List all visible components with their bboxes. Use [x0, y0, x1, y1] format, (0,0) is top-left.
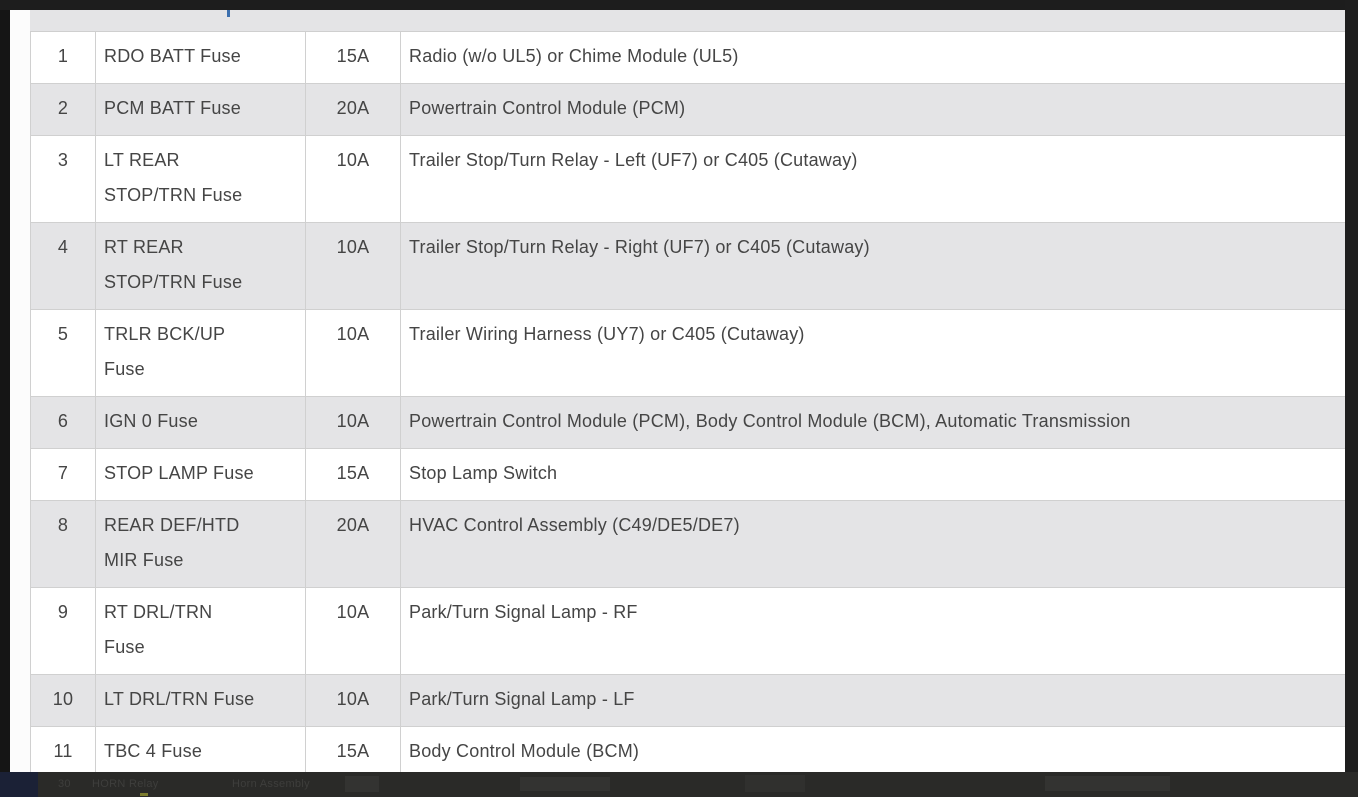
fuse-amps-cell: 10A	[305, 587, 401, 675]
table-row: 8 REAR DEF/HTD MIR Fuse 20A HVAC Control…	[30, 500, 1346, 588]
frame-left-edge	[0, 10, 10, 772]
fuse-number-cell: 9	[30, 587, 96, 675]
fuse-description-cell: Body Control Module (BCM)	[400, 726, 1346, 779]
table-row: 1 RDO BATT Fuse 15A Radio (w/o UL5) or C…	[30, 32, 1346, 84]
table-row: 5 TRLR BCK/UP Fuse 10A Trailer Wiring Ha…	[30, 309, 1346, 397]
fuse-number-cell: 6	[30, 396, 96, 449]
table-header-strip-cutoff	[30, 10, 1345, 32]
fuse-description-cell: Radio (w/o UL5) or Chime Module (UL5)	[400, 32, 1346, 84]
fuse-amps-cell: 10A	[305, 396, 401, 449]
fuse-number-cell: 2	[30, 83, 96, 136]
fuse-name-cell: TBC 4 Fuse	[95, 726, 306, 779]
fuse-description-cell: Park/Turn Signal Lamp - LF	[400, 674, 1346, 727]
table-row: 4 RT REAR STOP/TRN Fuse 10A Trailer Stop…	[30, 222, 1346, 310]
fuse-amps-cell: 15A	[305, 32, 401, 84]
table-row: 11 TBC 4 Fuse 15A Body Control Module (B…	[30, 726, 1346, 779]
frame-top-edge	[0, 0, 1358, 10]
frame-right-edge	[1345, 0, 1358, 797]
fuse-number-cell: 7	[30, 448, 96, 501]
fuse-description-cell: HVAC Control Assembly (C49/DE5/DE7)	[400, 500, 1346, 588]
fuse-number-cell: 5	[30, 309, 96, 397]
faint-footer-text: 30	[58, 778, 71, 790]
fuse-name-cell: PCM BATT Fuse	[95, 83, 306, 136]
fuse-amps-cell: 20A	[305, 83, 401, 136]
table-row: 9 RT DRL/TRN Fuse 10A Park/Turn Signal L…	[30, 587, 1346, 675]
page-scroll-region[interactable]: 1 RDO BATT Fuse 15A Radio (w/o UL5) or C…	[10, 10, 1346, 779]
fuse-description-cell: Powertrain Control Module (PCM), Body Co…	[400, 396, 1346, 449]
fuse-name-cell: LT DRL/TRN Fuse	[95, 674, 306, 727]
fuse-amps-cell: 20A	[305, 500, 401, 588]
fuse-name-cell: RT REAR STOP/TRN Fuse	[95, 222, 306, 310]
fuse-amps-cell: 10A	[305, 674, 401, 727]
faint-footer-text: Horn Assembly	[232, 778, 310, 790]
fuse-amps-cell: 15A	[305, 726, 401, 779]
fuse-number-cell: 10	[30, 674, 96, 727]
fuse-name-cell: RDO BATT Fuse	[95, 32, 306, 84]
fuse-table-container: 1 RDO BATT Fuse 15A Radio (w/o UL5) or C…	[30, 32, 1346, 779]
fuse-amps-cell: 10A	[305, 222, 401, 310]
fuse-description-cell: Trailer Stop/Turn Relay - Right (UF7) or…	[400, 222, 1346, 310]
table-row: 3 LT REAR STOP/TRN Fuse 10A Trailer Stop…	[30, 135, 1346, 223]
table-row: 2 PCM BATT Fuse 20A Powertrain Control M…	[30, 83, 1346, 136]
fuse-description-cell: Stop Lamp Switch	[400, 448, 1346, 501]
table-row: 6 IGN 0 Fuse 10A Powertrain Control Modu…	[30, 396, 1346, 449]
fuse-amps-cell: 10A	[305, 135, 401, 223]
fuse-name-cell: LT REAR STOP/TRN Fuse	[95, 135, 306, 223]
footer-artifact	[520, 777, 610, 791]
fuse-name-cell: STOP LAMP Fuse	[95, 448, 306, 501]
fuse-description-cell: Park/Turn Signal Lamp - RF	[400, 587, 1346, 675]
fuse-name-cell: RT DRL/TRN Fuse	[95, 587, 306, 675]
fuse-amps-cell: 15A	[305, 448, 401, 501]
fuse-table: 1 RDO BATT Fuse 15A Radio (w/o UL5) or C…	[30, 32, 1346, 779]
table-row: 10 LT DRL/TRN Fuse 10A Park/Turn Signal …	[30, 674, 1346, 727]
cutoff-header-text-artifact	[227, 10, 230, 17]
fuse-description-cell: Trailer Wiring Harness (UY7) or C405 (Cu…	[400, 309, 1346, 397]
footer-corner-block	[0, 772, 38, 797]
footer-artifact	[345, 776, 379, 792]
fuse-number-cell: 8	[30, 500, 96, 588]
table-row: 7 STOP LAMP Fuse 15A Stop Lamp Switch	[30, 448, 1346, 501]
fuse-name-cell: IGN 0 Fuse	[95, 396, 306, 449]
footer-artifact	[745, 775, 805, 792]
fuse-number-cell: 3	[30, 135, 96, 223]
fuse-description-cell: Powertrain Control Module (PCM)	[400, 83, 1346, 136]
footer-artifact	[140, 793, 148, 796]
cutoff-bottom-row-strip: 30 HORN Relay Horn Assembly	[0, 772, 1358, 797]
fuse-number-cell: 4	[30, 222, 96, 310]
fuse-name-cell: REAR DEF/HTD MIR Fuse	[95, 500, 306, 588]
fuse-amps-cell: 10A	[305, 309, 401, 397]
fuse-description-cell: Trailer Stop/Turn Relay - Left (UF7) or …	[400, 135, 1346, 223]
fuse-number-cell: 1	[30, 32, 96, 84]
fuse-name-cell: TRLR BCK/UP Fuse	[95, 309, 306, 397]
fuse-number-cell: 11	[30, 726, 96, 779]
faint-footer-text: HORN Relay	[92, 778, 159, 790]
footer-artifact	[1045, 776, 1170, 791]
